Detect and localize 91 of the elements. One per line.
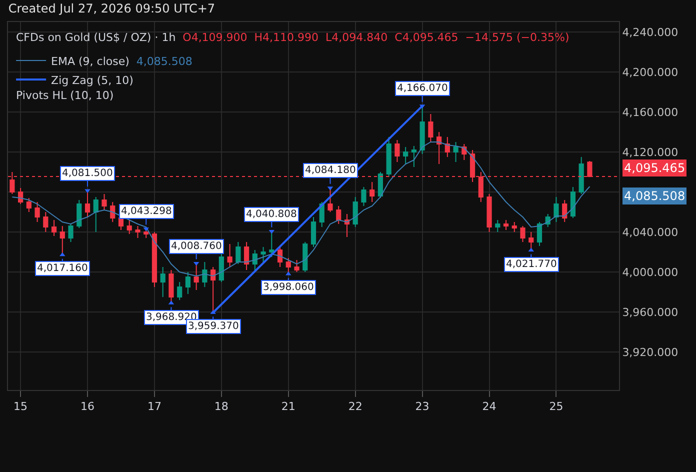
candlestick [93,196,98,232]
candlestick [570,186,576,218]
ref-line-label: 4,095.465 [624,161,686,175]
candlestick [26,198,32,212]
data-label: 4,043.298 [121,206,172,217]
candlestick [453,142,458,162]
candlestick [562,200,568,222]
point [143,227,149,232]
annotation: Pivots HL (10, 10) [16,89,114,102]
candlestick [386,136,392,178]
candlestick [260,246,266,262]
annotation: 4,085.508 [136,54,192,68]
data-label: 4,081.500 [62,168,113,179]
candlestick [160,266,166,298]
data-label: 3,959.370 [188,321,239,332]
candlestick [177,282,182,300]
x-tick-label: 24 [482,400,496,414]
candlestick [34,202,40,222]
candlestick [444,136,450,158]
candlestick [126,220,132,234]
candlestick [554,196,559,222]
candlestick [202,262,208,288]
candlestick [43,212,48,232]
candlestick [578,156,584,194]
candlestick [294,260,300,272]
x-tick-label: 21 [281,400,296,414]
candlestick [302,242,308,272]
candlestick [135,226,140,238]
candlestick [411,146,416,168]
candlestick [218,252,224,282]
data-label: 4,008.760 [171,241,222,252]
candlestick [352,196,358,228]
x-tick-label: 23 [415,400,430,414]
candlestick [486,194,492,232]
x-tick-label: 17 [147,400,162,414]
candlestick [403,146,408,164]
candlestick [378,172,384,198]
y-tick-label: 4,000.000 [622,266,678,279]
x-tick-label: 15 [14,400,28,414]
candlestick [394,140,400,162]
chart-title: Created Jul 27, 2026 09:50 UTC+7 [8,1,216,16]
candlestick [227,244,232,268]
candlestick [428,114,434,142]
candlestick [310,216,316,248]
candlestick [18,188,24,204]
annotation: O4,109.900 H4,110.990 L4,094.840 C4,095.465 −14.575 (−0.35%) [182,31,570,44]
data-label: 4,021.770 [506,259,557,270]
candlestick [370,182,375,202]
candlestick [503,220,509,230]
data-label: 4,040.808 [246,209,297,220]
candlestick [319,202,324,228]
text: 4,085.508 [624,189,686,203]
candlestick [536,222,542,246]
candlestick [277,246,283,268]
candlestick [361,186,366,206]
line-series [12,142,590,276]
text: CFDs on Gold (US$ / OZ) · 1h [16,31,176,44]
candlestick [252,250,258,272]
candlestick [512,222,517,232]
legend-label: EMA (9, close) [51,54,130,68]
y-tick-label: 3,960.000 [622,306,678,319]
candlestick [68,224,74,242]
x-tick-label: 25 [549,400,564,414]
candlestick [110,202,116,222]
y-tick-label: 4,240.000 [622,26,678,39]
legend-label: Zig Zag (5, 10) [51,74,134,87]
y-tick-label: 3,920.000 [622,346,678,359]
x-tick-label: 22 [348,400,362,414]
x-tick-label: 18 [214,400,228,414]
candlestick [520,226,526,242]
data-label: 4,084.180 [305,165,356,176]
candlestick [102,194,107,210]
y-tick-label: 4,160.000 [622,106,678,119]
data-label: 3,998.060 [263,282,314,293]
data-label: 4,017.160 [37,263,88,274]
candlestick [336,206,342,224]
data-label: 4,166.070 [397,83,448,94]
y-tick-label: 4,200.000 [622,66,678,79]
candlestick [152,232,158,288]
y-tick-label: 4,040.000 [622,226,678,239]
point [286,271,292,276]
candlestick [436,132,442,164]
y-tick-label: 4,120.000 [622,146,678,159]
candlestick [495,220,500,232]
candlestick [185,272,190,294]
x-tick-label: 16 [80,400,95,414]
point [60,252,66,256]
candlestick [236,242,241,264]
candlestick [76,200,82,228]
candlestick [244,242,250,270]
candlestick [51,220,57,236]
